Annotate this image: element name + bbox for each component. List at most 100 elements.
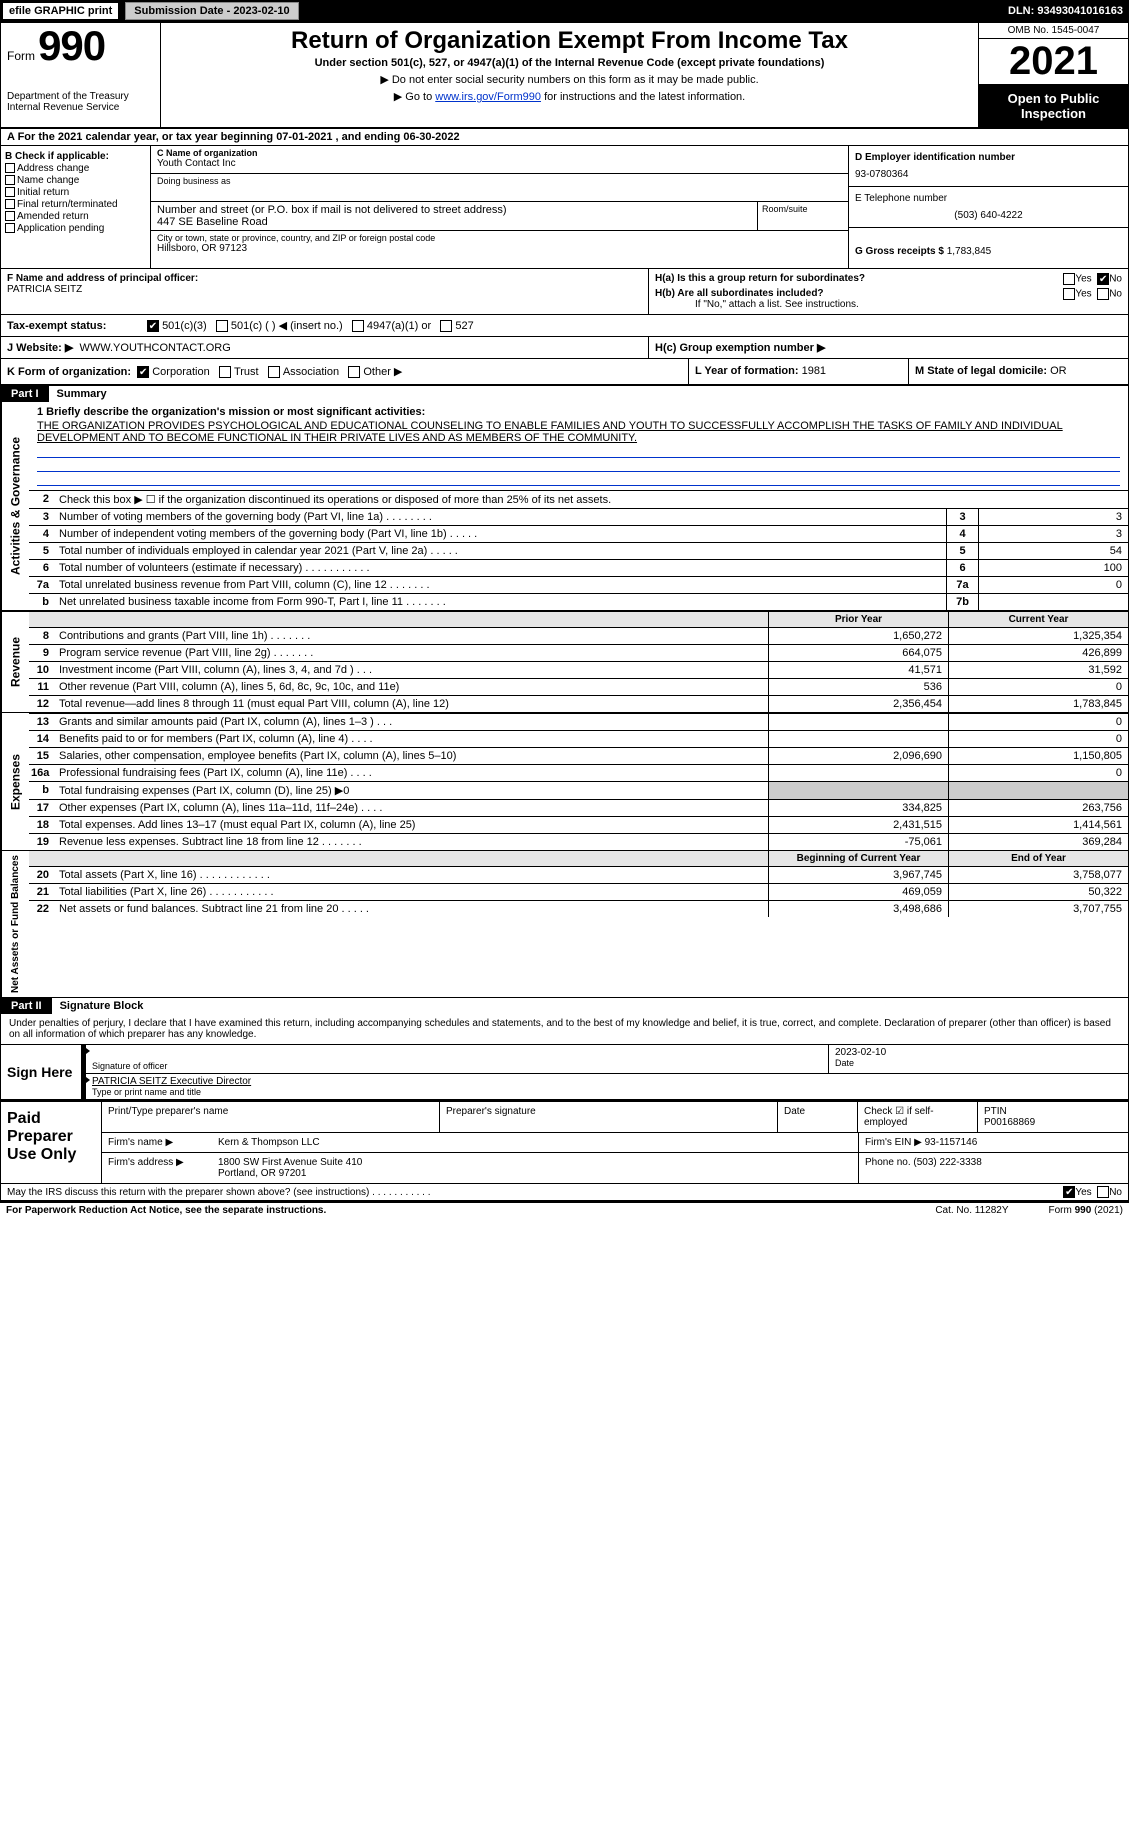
- sig-date-label: Date: [835, 1058, 1122, 1068]
- prep-name-hdr: Print/Type preparer's name: [102, 1102, 440, 1132]
- section-revenue: Revenue Prior Year Current Year 8 Contri…: [1, 612, 1128, 713]
- row-prior: 41,571: [768, 662, 948, 678]
- firm-addr-value: 1800 SW First Avenue Suite 410 Portland,…: [212, 1153, 858, 1183]
- row-num: 7a: [29, 577, 55, 593]
- ha-no-chk[interactable]: ✔: [1097, 273, 1109, 285]
- q1-mission: 1 Briefly describe the organization's mi…: [29, 402, 1128, 490]
- footer-question: May the IRS discuss this return with the…: [7, 1187, 431, 1198]
- hdr-end-year: End of Year: [948, 851, 1128, 866]
- row-box-num: 4: [946, 526, 978, 542]
- row-text: Total number of volunteers (estimate if …: [55, 560, 946, 576]
- row-text: Net unrelated business taxable income fr…: [55, 594, 946, 610]
- discuss-yes-chk[interactable]: ✔: [1063, 1186, 1075, 1198]
- chk-address-change[interactable]: Address change: [5, 163, 146, 174]
- fin-row: 18 Total expenses. Add lines 13–17 (must…: [29, 816, 1128, 833]
- dba-label: Doing business as: [157, 176, 842, 186]
- part-1-header: Part I Summary: [1, 386, 1128, 402]
- row-text: Revenue less expenses. Subtract line 18 …: [55, 834, 768, 850]
- topbar: efile GRAPHIC print Submission Date - 20…: [0, 0, 1129, 22]
- row-box-num: 5: [946, 543, 978, 559]
- cell-org-name: C Name of organization Youth Contact Inc: [151, 146, 848, 174]
- fin-row: 16a Professional fundraising fees (Part …: [29, 764, 1128, 781]
- hb-yes-chk[interactable]: [1063, 288, 1075, 300]
- row-num: 20: [29, 867, 55, 883]
- ha-yes-chk[interactable]: [1063, 273, 1075, 285]
- row-current: 426,899: [948, 645, 1128, 661]
- fin-row: 21 Total liabilities (Part X, line 26) .…: [29, 883, 1128, 900]
- addr-label: Number and street (or P.O. box if mail i…: [157, 204, 751, 216]
- row-value: [978, 594, 1128, 610]
- sig-date-value: 2023-02-10: [835, 1047, 1122, 1058]
- fin-row: 14 Benefits paid to or for members (Part…: [29, 730, 1128, 747]
- chk-name-change[interactable]: Name change: [5, 175, 146, 186]
- row-a-tax-year: A For the 2021 calendar year, or tax yea…: [1, 129, 1128, 146]
- form-footer: Form 990 (2021): [1049, 1205, 1123, 1216]
- m-label: M State of legal domicile:: [915, 365, 1047, 377]
- website-value: WWW.YOUTHCONTACT.ORG: [79, 342, 230, 354]
- section-b-to-g: B Check if applicable: Address change Na…: [1, 146, 1128, 269]
- row-num: 19: [29, 834, 55, 850]
- chk-501c[interactable]: [216, 320, 228, 332]
- row-value: 3: [978, 526, 1128, 542]
- irs-link[interactable]: www.irs.gov/Form990: [435, 91, 541, 103]
- addr-value: 447 SE Baseline Road: [157, 216, 751, 228]
- row-num: 3: [29, 509, 55, 525]
- open-to-public: Open to Public Inspection: [979, 85, 1128, 127]
- row-num: b: [29, 594, 55, 610]
- col-right-deg: D Employer identification number 93-0780…: [848, 146, 1128, 268]
- chk-amended[interactable]: Amended return: [5, 211, 146, 222]
- cat-no: Cat. No. 11282Y: [935, 1205, 1008, 1216]
- row-text: Program service revenue (Part VIII, line…: [55, 645, 768, 661]
- dln-label: DLN: 93493041016163: [1008, 5, 1123, 17]
- cell-gross: G Gross receipts $ 1,783,845: [849, 228, 1128, 268]
- chk-assoc[interactable]: [268, 366, 280, 378]
- chk-4947[interactable]: [352, 320, 364, 332]
- group-return-section: H(a) Is this a group return for subordin…: [648, 269, 1128, 314]
- chk-trust[interactable]: [219, 366, 231, 378]
- state-domicile: M State of legal domicile: OR: [908, 359, 1128, 384]
- ptin-value: P00168869: [984, 1117, 1122, 1128]
- chk-initial-return[interactable]: Initial return: [5, 187, 146, 198]
- pra-notice: For Paperwork Reduction Act Notice, see …: [6, 1205, 326, 1216]
- discuss-no-chk[interactable]: [1097, 1186, 1109, 1198]
- row-num: 4: [29, 526, 55, 542]
- row-prior: 2,356,454: [768, 696, 948, 712]
- row-current: 31,592: [948, 662, 1128, 678]
- chk-pending[interactable]: Application pending: [5, 223, 146, 234]
- paid-preparer-label: Paid Preparer Use Only: [1, 1102, 101, 1183]
- row-box-num: 7a: [946, 577, 978, 593]
- part-1-title: Summary: [49, 386, 1128, 402]
- chk-other[interactable]: [348, 366, 360, 378]
- paid-row-addr: Firm's address ▶ 1800 SW First Avenue Su…: [102, 1153, 1128, 1183]
- blank-line-2: [37, 458, 1120, 472]
- i-label: Tax-exempt status:: [7, 320, 147, 332]
- row-current: 0: [948, 765, 1128, 781]
- chk-final-return[interactable]: Final return/terminated: [5, 199, 146, 210]
- perjury-declaration: Under penalties of perjury, I declare th…: [1, 1014, 1128, 1044]
- gross-value: 1,783,845: [947, 246, 992, 257]
- omb-number: OMB No. 1545-0047: [979, 23, 1128, 39]
- row-text: Total expenses. Add lines 13–17 (must eq…: [55, 817, 768, 833]
- hb-row: H(b) Are all subordinates included? Yes …: [655, 288, 1122, 299]
- row-text: Check this box ▶ ☐ if the organization d…: [55, 491, 1128, 508]
- officer-label: F Name and address of principal officer:: [7, 273, 642, 284]
- row-text: Net assets or fund balances. Subtract li…: [55, 901, 768, 917]
- row-current: 0: [948, 679, 1128, 695]
- ein-value: 93-0780364: [855, 169, 1122, 180]
- row-num: 21: [29, 884, 55, 900]
- row-num: 14: [29, 731, 55, 747]
- fin-row: 9 Program service revenue (Part VIII, li…: [29, 644, 1128, 661]
- hb-no-chk[interactable]: [1097, 288, 1109, 300]
- gov-row: 4 Number of independent voting members o…: [29, 525, 1128, 542]
- chk-corp[interactable]: ✔: [137, 366, 149, 378]
- col-c-org-info: C Name of organization Youth Contact Inc…: [151, 146, 848, 268]
- row-prior: 664,075: [768, 645, 948, 661]
- row-num: 22: [29, 901, 55, 917]
- chk-527[interactable]: [440, 320, 452, 332]
- row-text: Total assets (Part X, line 16) . . . . .…: [55, 867, 768, 883]
- part-2-num: Part II: [1, 998, 52, 1014]
- submission-date-button[interactable]: Submission Date - 2023-02-10: [125, 2, 298, 20]
- form-subtitle: Under section 501(c), 527, or 4947(a)(1)…: [167, 57, 972, 69]
- chk-501c3[interactable]: ✔: [147, 320, 159, 332]
- row-num: 5: [29, 543, 55, 559]
